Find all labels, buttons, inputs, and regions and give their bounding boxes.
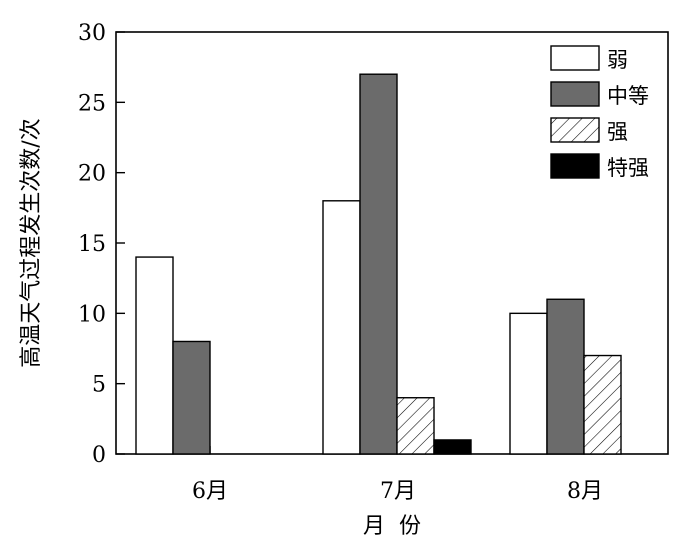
bar-1-3 — [509, 312, 548, 455]
y-tick-label: 0 — [92, 443, 106, 468]
y-axis-title: 高温天气过程发生次数/次 — [19, 118, 44, 367]
bar-2-3 — [546, 298, 585, 455]
x-axis-title: 月 份 — [363, 514, 421, 539]
bar-1-2 — [322, 200, 361, 455]
legend-swatch-3 — [550, 117, 600, 143]
y-tick-label: 30 — [78, 21, 106, 46]
bar-3-2 — [396, 397, 435, 455]
bars — [135, 73, 622, 455]
bar-4-2 — [433, 439, 472, 455]
legend-label-1: 弱 — [607, 48, 628, 72]
x-tick-label: 7月 — [380, 479, 416, 504]
y-axis: 0 5 10 15 20 25 30 — [78, 21, 125, 468]
y-tick-label: 20 — [78, 162, 106, 187]
y-tick-label: 25 — [78, 91, 106, 116]
legend-swatch-1 — [550, 45, 600, 71]
bar-3-3 — [583, 354, 622, 455]
legend-swatch-2 — [550, 81, 600, 107]
legend-label-4: 特强 — [607, 156, 649, 180]
legend-swatch-4 — [550, 153, 600, 179]
y-tick-label: 10 — [78, 302, 106, 327]
x-tick-label: 6月 — [192, 479, 228, 504]
x-tick-label: 8月 — [567, 479, 603, 504]
legend-label-3: 强 — [607, 120, 628, 144]
y-tick-label: 5 — [92, 373, 106, 398]
bar-2-2 — [359, 73, 398, 455]
bar-1-1 — [135, 256, 174, 455]
legend-label-2: 中等 — [607, 84, 649, 108]
y-tick-label: 15 — [78, 232, 106, 257]
bar-2-1 — [172, 340, 211, 455]
